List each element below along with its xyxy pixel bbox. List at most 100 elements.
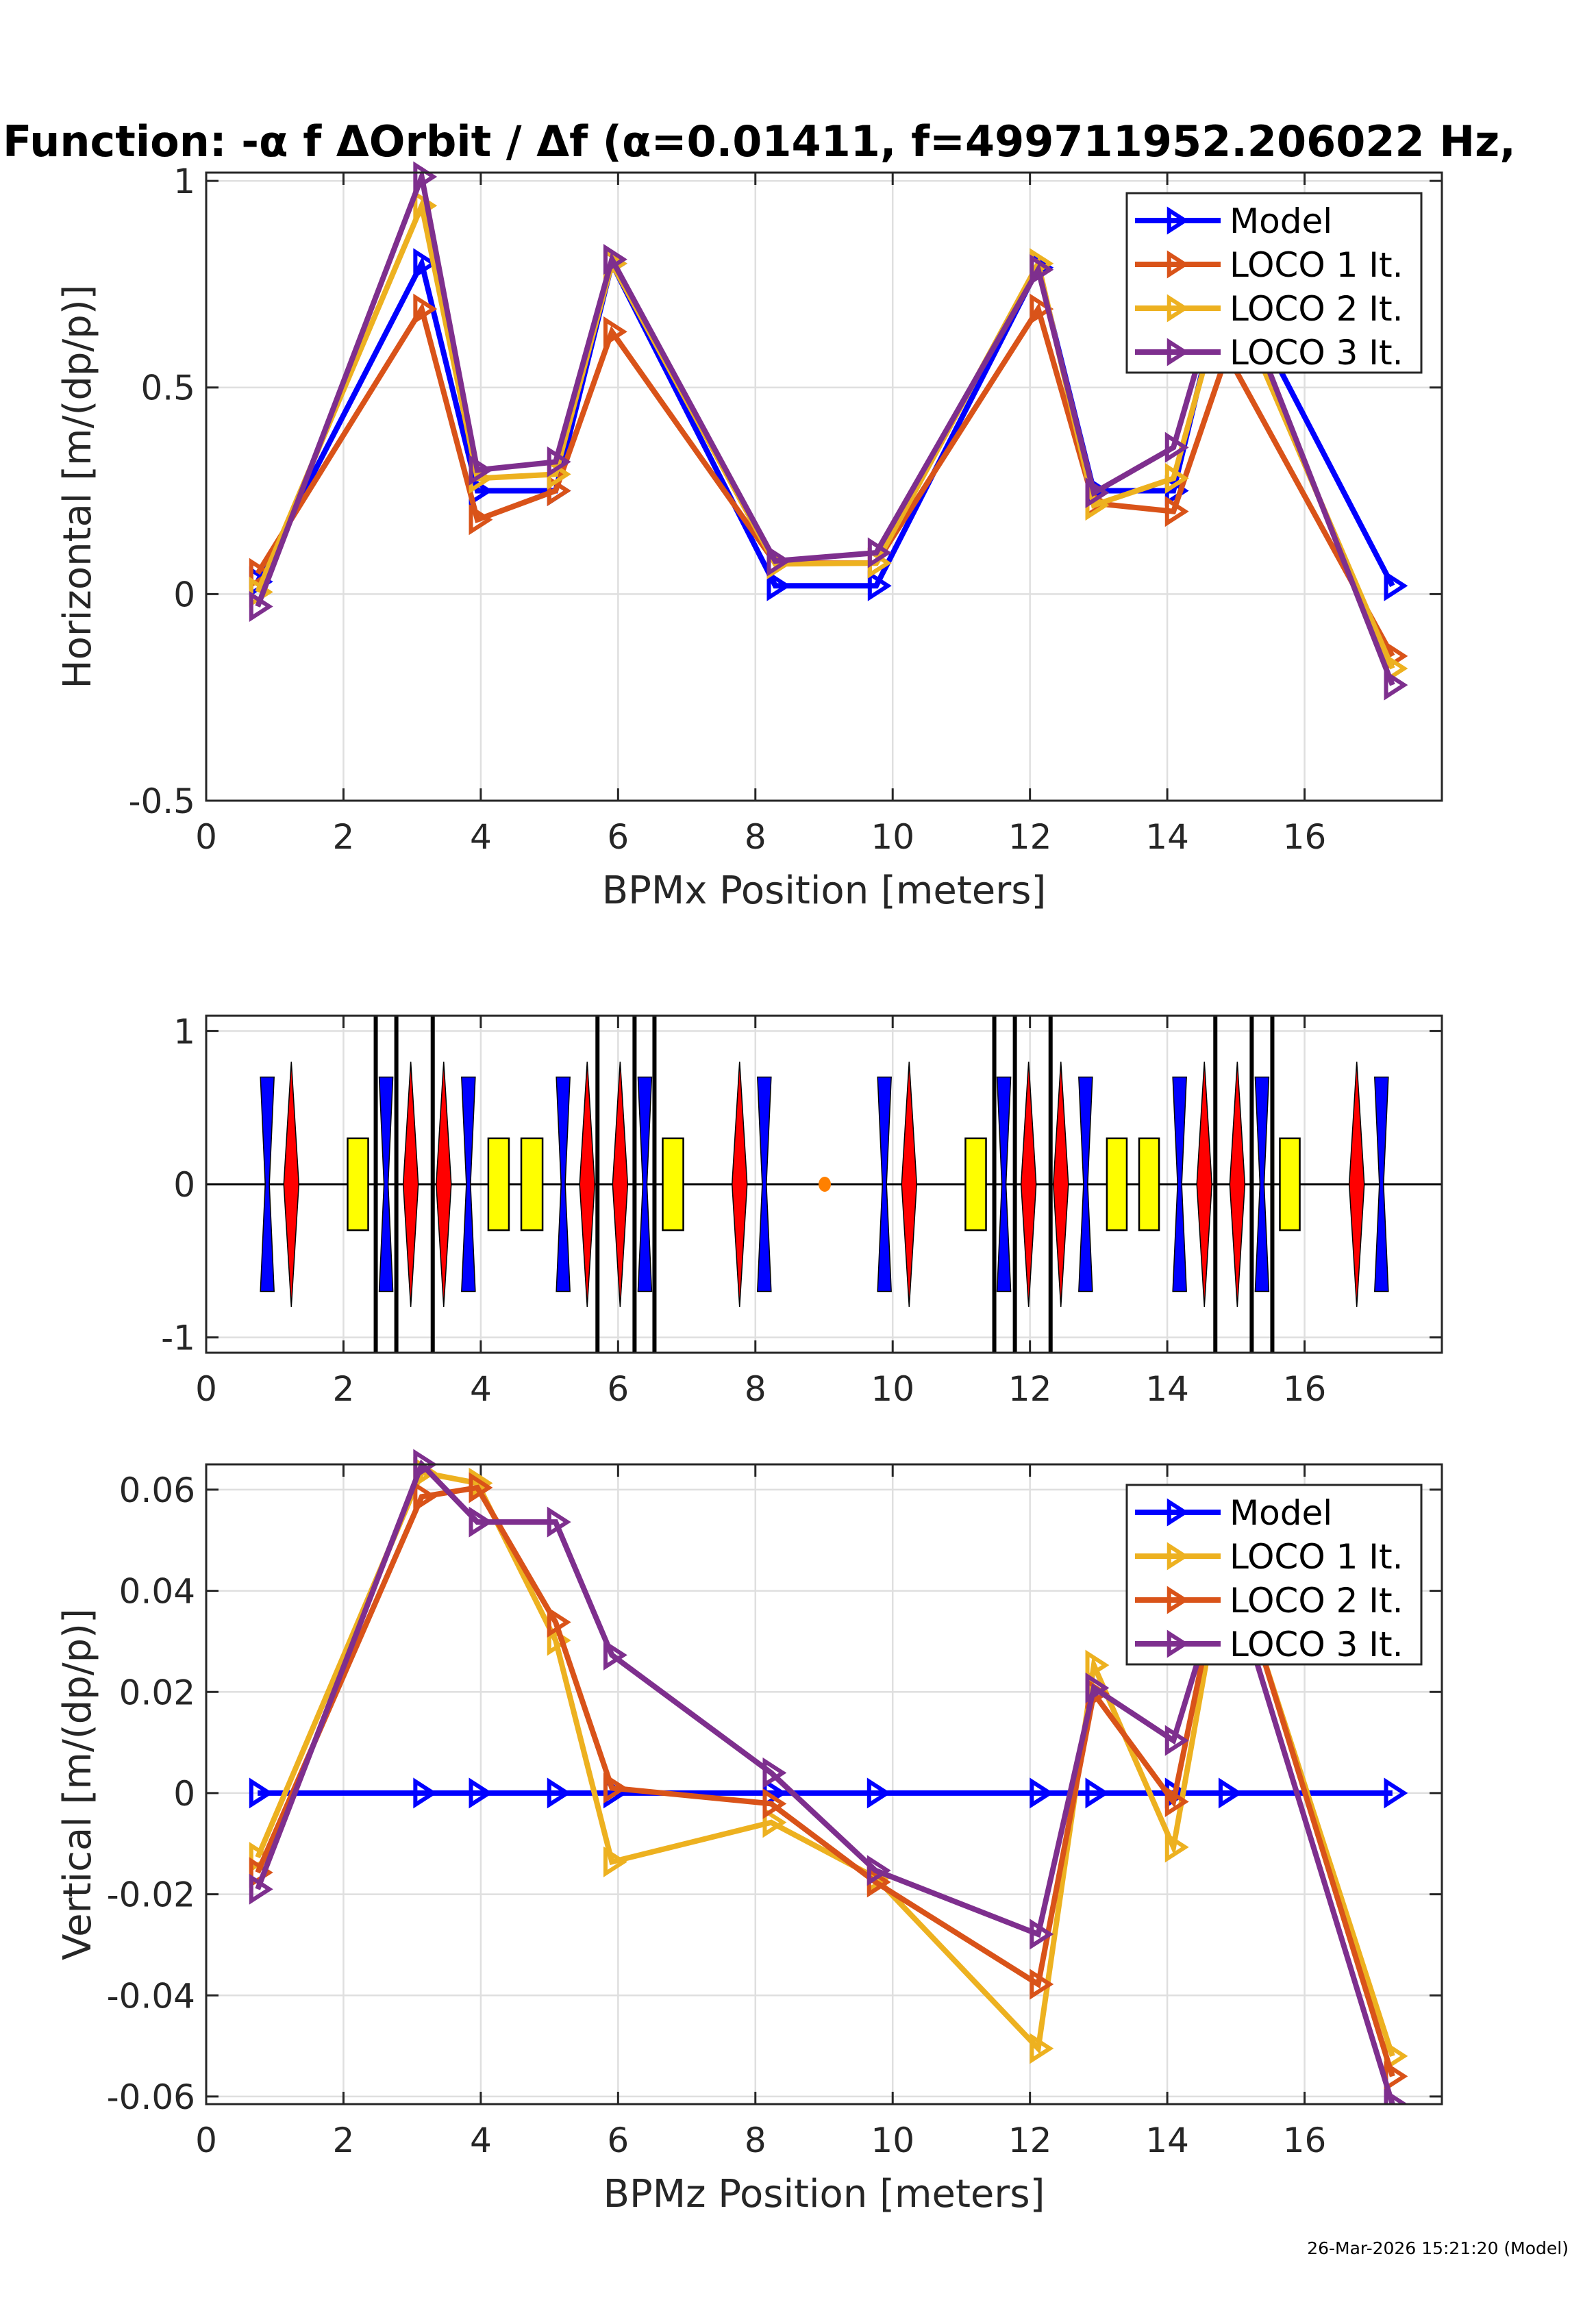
x-tick-label: 8 (745, 2121, 766, 2160)
y-tick-label: -0.5 (128, 782, 195, 821)
y-tick-label: 0.02 (119, 1673, 195, 1712)
x-tick-label: 2 (333, 817, 355, 857)
legend-label: LOCO 2 It. (1230, 289, 1404, 329)
data-point (413, 248, 438, 279)
defocusing-quadrupole (1254, 1076, 1270, 1292)
y-tick-label: 0.06 (119, 1471, 195, 1510)
series-loco-3-it (249, 1449, 1408, 2104)
data-point (766, 570, 791, 601)
x-tick-label: 12 (1008, 817, 1052, 857)
x-tick-label: 4 (470, 2121, 492, 2160)
data-point (867, 537, 892, 568)
legend-marker-icon (1167, 1586, 1189, 1614)
data-point (469, 454, 493, 486)
data-point (413, 293, 438, 325)
data-point (1384, 2088, 1408, 2104)
focusing-quadrupole (1020, 1062, 1037, 1307)
legend-label: LOCO 2 It. (1230, 1581, 1404, 1621)
data-point (766, 545, 791, 577)
x-tick-label: 6 (607, 817, 629, 857)
data-point (547, 1606, 571, 1638)
defocusing-quadrupole (1374, 1076, 1389, 1292)
y-tick-label: -0.04 (107, 1976, 195, 2016)
figure-title: Function: -α f ΔOrbit / Δf (α=0.01411, f… (3, 116, 1516, 166)
focusing-quadrupole (612, 1062, 629, 1307)
x-tick-label: 2 (333, 1369, 355, 1409)
data-point (413, 161, 438, 192)
data-point (1164, 1786, 1189, 1817)
data-point (1030, 2033, 1054, 2064)
x-tick-label: 16 (1283, 817, 1327, 857)
data-point (413, 1777, 438, 1809)
data-point (469, 1506, 493, 1538)
y-tick-label: -0.02 (107, 1875, 195, 1915)
x-tick-label: 6 (607, 1369, 629, 1409)
y-tick-label: 0 (173, 1774, 195, 1814)
legend-label: LOCO 3 It. (1230, 1625, 1404, 1664)
x-tick-label: 14 (1145, 2121, 1189, 2160)
data-point (1164, 432, 1189, 463)
x-tick-label: 4 (470, 1369, 492, 1409)
x-tick-label: 14 (1145, 817, 1189, 857)
legend-entry: Model (1135, 1493, 1332, 1533)
data-point (469, 504, 493, 536)
data-point (603, 244, 627, 275)
legend-marker-icon (1167, 1498, 1189, 1527)
legend-entry: LOCO 3 It. (1135, 333, 1404, 373)
bend-magnet (1138, 1137, 1160, 1232)
data-point (1030, 1777, 1054, 1809)
axes-frame (205, 1014, 1443, 1354)
data-point (249, 1777, 273, 1809)
data-point (249, 590, 273, 622)
data-point (1085, 477, 1110, 509)
data-point (762, 1807, 787, 1838)
defocusing-quadrupole (378, 1076, 394, 1292)
defocusing-quadrupole (260, 1076, 275, 1292)
data-point (547, 1777, 571, 1809)
legend-entry: LOCO 2 It. (1135, 289, 1404, 329)
legend-marker-icon (1167, 1542, 1189, 1571)
bend-magnet (520, 1137, 544, 1232)
y-tick-label: 0 (173, 575, 195, 614)
bend-magnet (1279, 1137, 1301, 1232)
legend-marker-icon (1167, 206, 1189, 235)
data-point (1164, 1832, 1189, 1863)
data-point (762, 1757, 787, 1788)
legend-entry: LOCO 1 It. (1135, 1537, 1404, 1577)
data-point (1384, 1777, 1408, 1809)
defocusing-quadrupole (996, 1076, 1012, 1292)
defocusing-quadrupole (461, 1076, 476, 1292)
data-point (1384, 570, 1408, 601)
bend-magnet (662, 1137, 684, 1232)
x-tick-label: 10 (871, 817, 914, 857)
data-point (1030, 1918, 1054, 1950)
legend-entry: LOCO 1 It. (1135, 245, 1404, 285)
y-tick-label: 0.5 (140, 368, 195, 408)
data-point (1085, 1777, 1110, 1809)
legend-marker-icon (1167, 1629, 1189, 1658)
y-tick-label: 0 (173, 1165, 195, 1205)
focusing-quadrupole (579, 1062, 595, 1307)
x-tick-label: 2 (333, 2121, 355, 2160)
data-point (762, 1788, 787, 1819)
data-point (603, 316, 627, 347)
data-point (1030, 254, 1054, 286)
y-tick-label: 1 (173, 1012, 195, 1051)
data-point (547, 475, 571, 507)
data-point (249, 1873, 273, 1905)
y-axis-label: Horizontal [m/(dp/p)] (55, 284, 100, 688)
legend-label: LOCO 1 It. (1230, 1537, 1404, 1577)
focusing-quadrupole (731, 1062, 748, 1307)
axes-frame (205, 1463, 1443, 2105)
series-model (249, 1777, 1408, 1809)
y-tick-label: 1 (173, 162, 195, 201)
data-point (1085, 1672, 1110, 1703)
data-point (413, 1481, 438, 1512)
data-point (469, 1777, 493, 1809)
x-tick-label: 8 (745, 817, 766, 857)
defocusing-quadrupole (637, 1076, 653, 1292)
x-tick-label: 0 (195, 817, 217, 857)
focusing-quadrupole (1053, 1062, 1069, 1307)
